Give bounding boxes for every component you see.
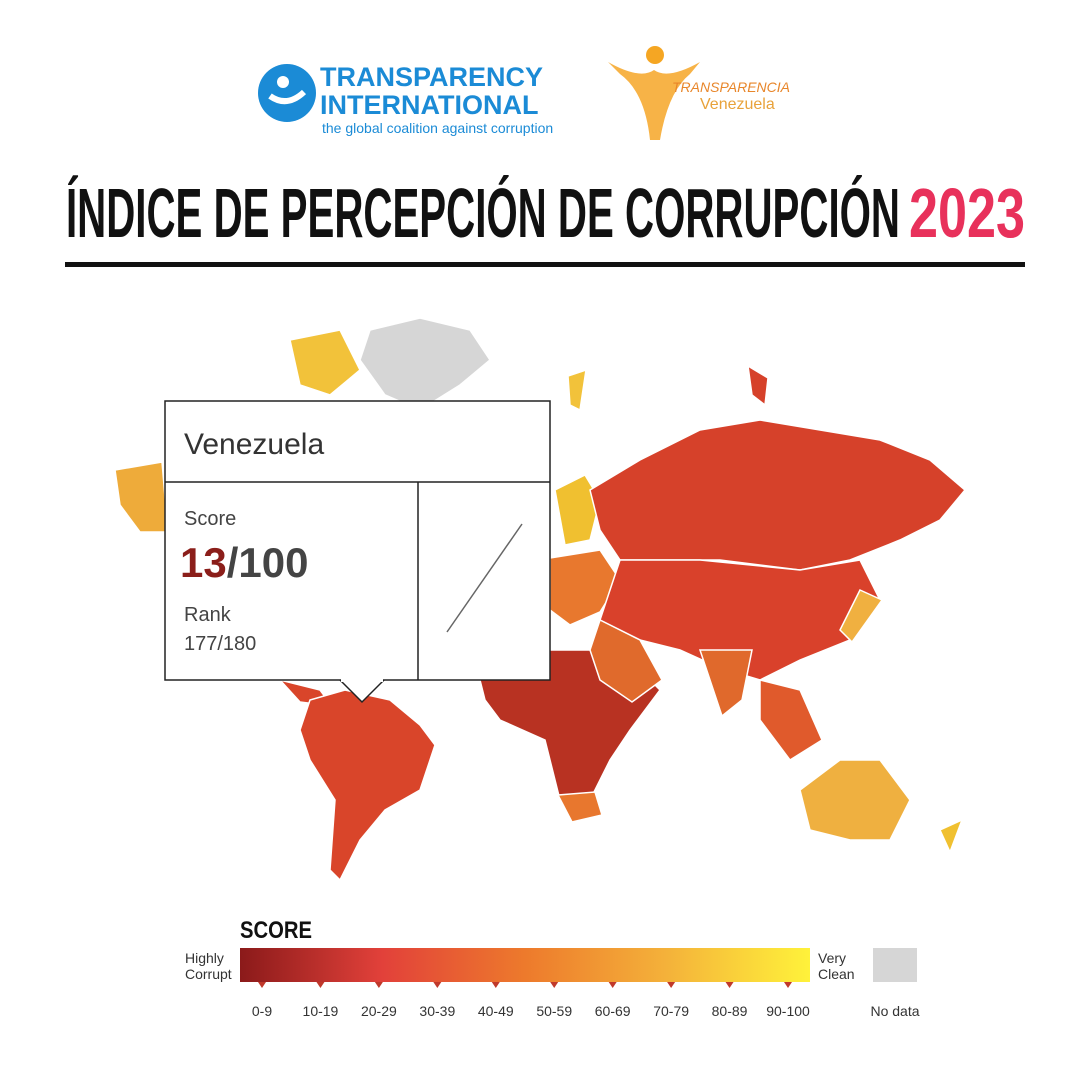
legend-ranges: 0-9 10-19 20-29 30-39 40-49 50-59 60-69 70-79 80… — [252, 982, 810, 1019]
legend-range-label: 90-100 — [766, 1003, 810, 1019]
india — [698, 649, 753, 718]
ti-line2: INTERNATIONAL — [320, 90, 538, 120]
tooltip-score-label: Score — [184, 508, 236, 530]
world-map — [114, 317, 967, 882]
legend-range-label: 80-89 — [712, 1003, 748, 1019]
scandinavia — [554, 474, 601, 546]
legend-tick — [491, 982, 500, 988]
ti-logo: TRANSPARENCY INTERNATIONAL the global co… — [258, 62, 553, 136]
tv-emblem-head — [646, 46, 664, 64]
legend-tick — [608, 982, 617, 988]
legend-low-label: Highly — [185, 950, 224, 966]
canada-north — [289, 329, 361, 396]
tooltip-trend — [446, 523, 523, 633]
tv-emblem-body — [608, 62, 700, 140]
southern-africa — [556, 791, 603, 823]
title-rule — [65, 262, 1025, 267]
legend-range-label: 30-39 — [419, 1003, 455, 1019]
tooltip-pointer-join — [341, 676, 383, 682]
tv-line1: TRANSPARENCIA — [672, 79, 790, 95]
legend-range-label: 60-69 — [595, 1003, 631, 1019]
legend-range-label: 50-59 — [536, 1003, 572, 1019]
legend: SCORE Highly Corrupt Very Clean No data … — [185, 917, 920, 1019]
svalbard — [567, 368, 587, 412]
legend-tick — [667, 982, 676, 988]
legend-range-label: 10-19 — [303, 1003, 339, 1019]
legend-no-data-swatch — [873, 948, 917, 982]
tooltip: Venezuela Score 13/100 Rank 177/180 — [164, 400, 551, 704]
legend-high-label: Clean — [818, 966, 855, 982]
title-year: 2023 — [909, 174, 1025, 252]
legend-tick — [316, 982, 325, 988]
legend-tick — [433, 982, 442, 988]
ti-emblem — [258, 64, 316, 122]
title: ÍNDICE DE PERCEPCIÓN DE CORRUPCIÓN — [66, 174, 900, 252]
tooltip-score-line: 13/100 — [180, 539, 308, 586]
middle-east — [589, 618, 663, 703]
new-zealand — [939, 818, 964, 854]
south-america — [299, 689, 436, 882]
tooltip-score: 13 — [180, 539, 227, 586]
ti-tagline: the global coalition against corruption — [322, 120, 553, 136]
tooltip-rank: 177/180 — [184, 633, 256, 655]
australia — [799, 759, 911, 841]
legend-range-label: 40-49 — [478, 1003, 514, 1019]
japan — [839, 589, 884, 644]
southeast-asia — [759, 679, 823, 762]
tooltip-score-max: /100 — [227, 539, 309, 586]
tooltip-rank-label: Rank — [184, 604, 232, 626]
tv-logo: TRANSPARENCIA Venezuela — [608, 46, 790, 140]
legend-tick — [258, 982, 266, 988]
tooltip-country: Venezuela — [184, 428, 324, 461]
ti-line1: TRANSPARENCY — [320, 62, 543, 92]
greenland — [359, 317, 491, 411]
tooltip-box — [164, 400, 551, 681]
legend-tick — [374, 982, 383, 988]
legend-gradient — [240, 948, 810, 982]
legend-range-label: 70-79 — [653, 1003, 689, 1019]
legend-tick — [725, 982, 734, 988]
alaska — [114, 461, 169, 533]
legend-low-label: Corrupt — [185, 966, 232, 982]
ti-emblem-arm — [268, 89, 307, 105]
legend-tick — [784, 982, 792, 988]
tv-line2: Venezuela — [700, 96, 775, 113]
legend-high-label: Very — [818, 950, 846, 966]
legend-title: SCORE — [240, 917, 312, 944]
legend-tick — [550, 982, 559, 988]
legend-range-label: 0-9 — [252, 1003, 272, 1019]
legend-range-label: 20-29 — [361, 1003, 397, 1019]
ti-emblem-head — [277, 76, 289, 88]
arctic-island — [747, 364, 769, 407]
legend-no-data: No data — [870, 1003, 919, 1019]
